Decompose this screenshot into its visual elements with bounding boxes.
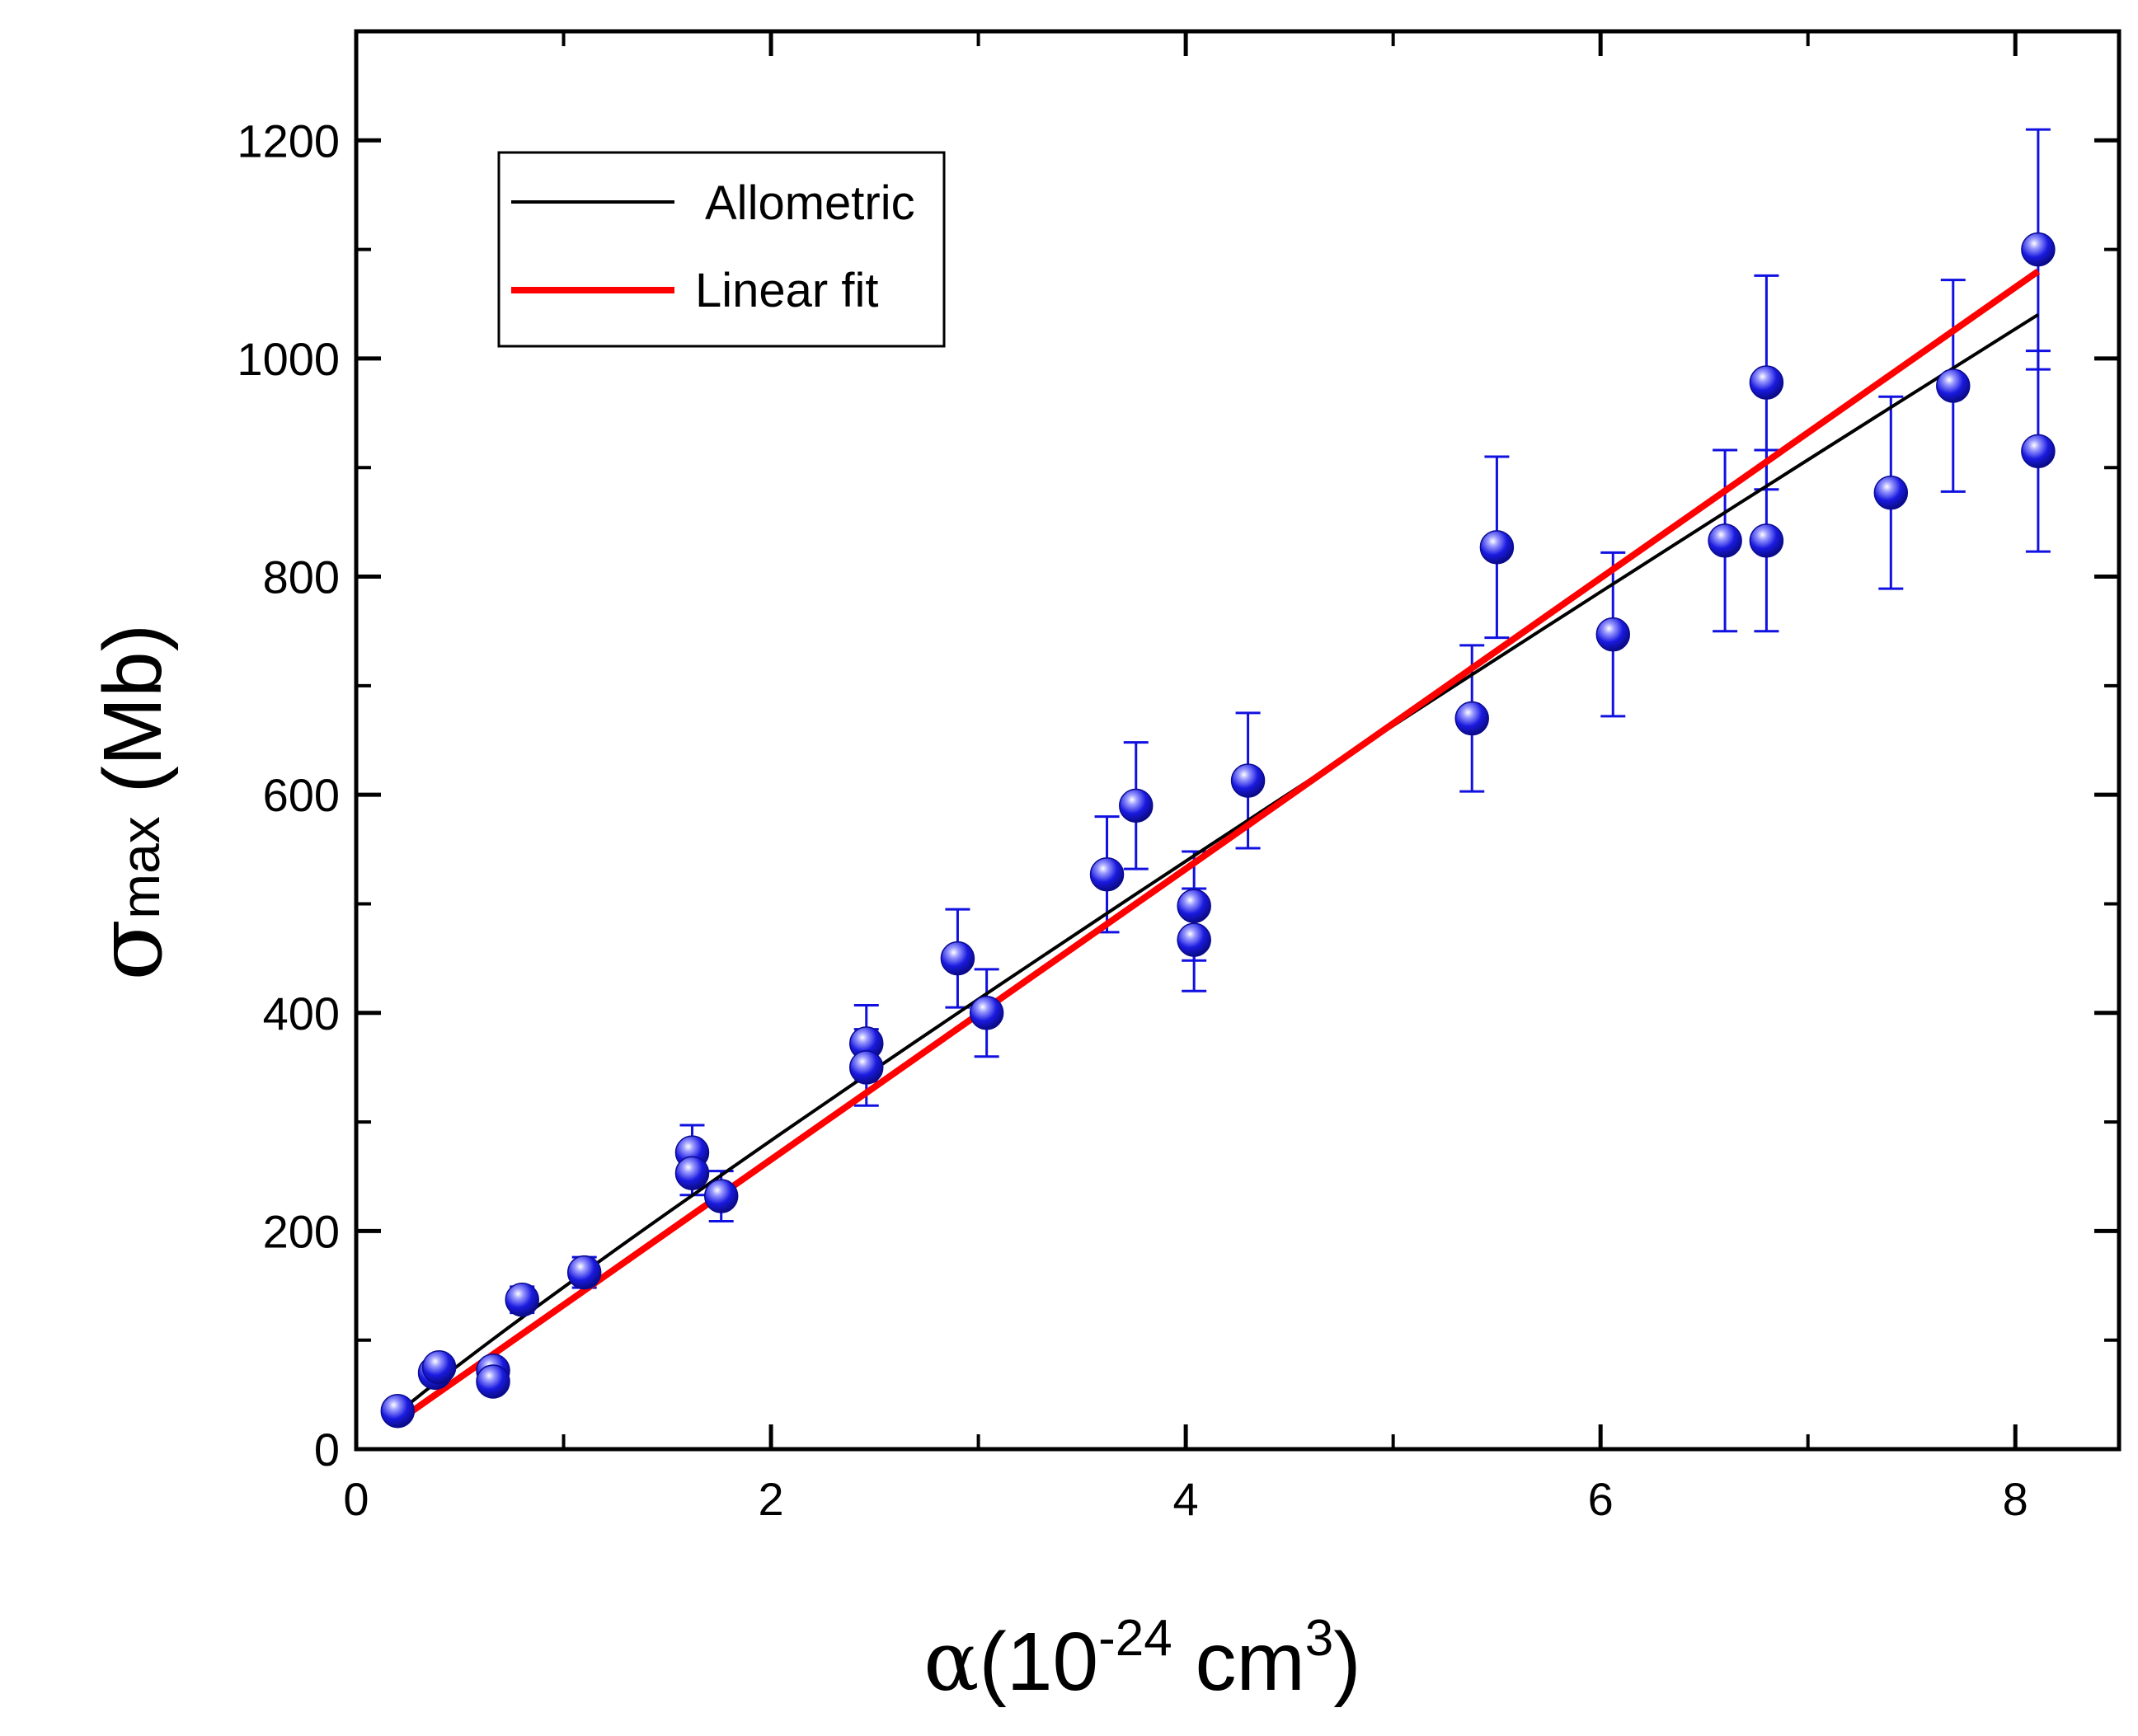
y-tick-label: 1200 (237, 115, 340, 167)
data-point (849, 1050, 884, 1085)
y-tick-label: 600 (263, 769, 340, 821)
y-tick-label: 1000 (237, 333, 340, 385)
legend-box (497, 151, 946, 348)
legend: Allometric Linear fit (497, 151, 946, 348)
data-point (476, 1364, 510, 1399)
data-point (1873, 475, 1909, 510)
data-point (1177, 889, 1211, 923)
fit-lines (396, 268, 2041, 1424)
x-axis-open-paren: ( (980, 1616, 1007, 1708)
data-point (940, 941, 975, 976)
x-axis-symbol: α (923, 1613, 980, 1710)
legend-label-allometric: Allometric (705, 176, 915, 230)
plot-frame (354, 29, 2122, 1452)
x-axis-ticks: 0 2 4 6 8 (343, 31, 2028, 1525)
x-tick-label: 2 (758, 1473, 783, 1525)
data-point (1595, 617, 1631, 652)
data-point (1749, 523, 1784, 558)
x-tick-label: 0 (343, 1473, 369, 1525)
x-tick-label: 6 (1588, 1473, 1614, 1525)
y-tick-label: 400 (263, 988, 340, 1039)
data-points (380, 232, 2056, 1429)
y-tick-label: 800 (263, 551, 340, 603)
data-point (421, 1350, 457, 1385)
legend-label-linear-fit: Linear fit (695, 264, 878, 317)
x-tick-label: 4 (1173, 1473, 1199, 1525)
y-axis-subscript: max (110, 816, 171, 919)
y-tick-label: 200 (263, 1205, 340, 1257)
data-point (1119, 788, 1154, 823)
x-axis-close-paren: ) (1333, 1616, 1360, 1708)
x-axis-title: α(10-24 cm3) (923, 1610, 1361, 1710)
data-point (380, 1393, 416, 1429)
data-point (674, 1156, 710, 1191)
y-axis-title: σmax (Mb) (77, 624, 182, 981)
data-point (1479, 530, 1515, 565)
y-axis-unit: (Mb) (87, 624, 179, 816)
data-point (1454, 701, 1489, 736)
y-axis-ticks: 0 200 400 600 800 1000 1200 (237, 115, 2119, 1476)
x-tick-label: 8 (2003, 1473, 2028, 1525)
x-axis-unit: cm (1172, 1616, 1305, 1708)
data-point (505, 1282, 539, 1317)
data-point (1177, 922, 1211, 957)
data-point (2021, 232, 2056, 267)
data-point (566, 1255, 602, 1290)
x-axis-exponent: -24 (1098, 1610, 1172, 1667)
data-point (1749, 365, 1784, 400)
data-point (2021, 434, 2056, 469)
data-point (1936, 368, 1971, 403)
fit-line-allometric (397, 313, 2039, 1415)
data-point (703, 1179, 739, 1213)
x-axis-unit-exponent: 3 (1305, 1610, 1333, 1667)
data-point (969, 996, 1004, 1030)
data-point (1708, 523, 1742, 558)
x-axis-base: 10 (1007, 1616, 1098, 1708)
y-axis-symbol: σ (77, 919, 182, 981)
y-tick-label: 0 (314, 1424, 340, 1476)
fit-line-linear (396, 268, 2041, 1424)
data-point (1089, 856, 1125, 892)
data-point (1230, 763, 1266, 798)
